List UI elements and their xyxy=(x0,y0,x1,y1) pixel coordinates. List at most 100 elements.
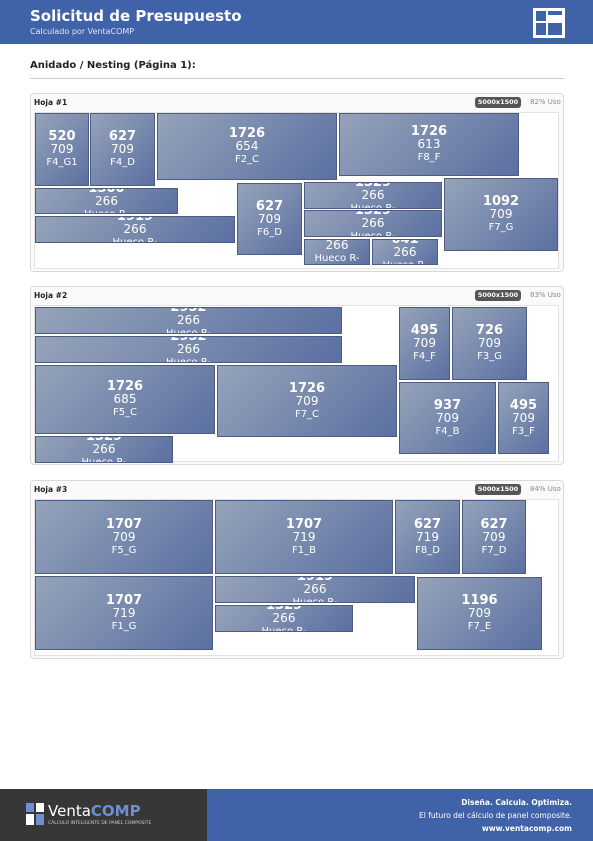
piece-width: 1726 xyxy=(288,380,326,396)
piece: 627 719 F8_D xyxy=(395,500,460,574)
piece-width: 1092 xyxy=(482,194,520,209)
piece-width: 627 xyxy=(255,198,284,214)
piece-name: Hueco R- xyxy=(166,328,211,334)
piece-name: F8_F xyxy=(417,152,441,163)
piece-height: 266 xyxy=(177,313,200,327)
piece-height: 266 xyxy=(361,216,385,230)
piece: 627 709 F7_D xyxy=(462,500,526,574)
piece: 2952 266 Hueco R- xyxy=(35,307,342,334)
piece-width: 627 xyxy=(480,516,508,532)
piece: 1726 613 F8_F xyxy=(339,113,519,176)
piece-height: 709 xyxy=(489,207,513,221)
piece: 1329 266 Hueco R- xyxy=(35,436,173,463)
sheet: Hoja #1 5000x1500 82% Uso 520 709 F4_G1 627 709… xyxy=(30,93,564,272)
piece-name: Hueco R- xyxy=(166,357,211,363)
piece-width: 1726 xyxy=(228,126,266,141)
piece-height: 719 xyxy=(112,605,136,620)
piece-name: F4_G1 xyxy=(46,157,78,168)
piece: 1919 266 Hueco R- xyxy=(35,216,235,243)
piece: 641 266 Hueco R- xyxy=(372,239,438,265)
piece: 495 709 F3_F xyxy=(498,382,549,454)
piece-height: 709 xyxy=(482,529,506,544)
piece-width: 1726 xyxy=(106,379,144,394)
piece-width: 641 xyxy=(391,239,419,247)
piece-width: 520 xyxy=(48,129,76,144)
piece-name: F4_B xyxy=(435,425,460,437)
piece: 520 709 F4_G1 xyxy=(35,113,89,186)
piece-height: 654 xyxy=(235,139,259,153)
footer-logo xyxy=(26,803,44,825)
piece: 2952 266 Hueco R- xyxy=(35,336,342,363)
piece-name: F7_E xyxy=(467,621,492,632)
sheet-label: Hoja #2 xyxy=(34,291,68,300)
piece-name: Hueco R- xyxy=(112,237,158,243)
piece-width: 495 xyxy=(509,397,538,413)
piece-width: 726 xyxy=(475,323,504,338)
footer-right: Diseña. Calcula. Optimiza. El futuro del… xyxy=(207,789,593,841)
piece-name: Hueco R- xyxy=(382,259,428,265)
sheet-label: Hoja #3 xyxy=(34,485,68,494)
piece-height: 266 xyxy=(92,442,116,456)
piece-height: 709 xyxy=(295,393,319,408)
subtitle: Calculado por VentaCOMP xyxy=(30,27,135,36)
size-badge: 5000x1500 xyxy=(475,290,521,301)
piece: 1092 709 F7_G xyxy=(444,178,558,251)
divider xyxy=(30,78,564,79)
piece-width: 1196 xyxy=(461,593,498,608)
piece-width: 1329 xyxy=(354,182,392,190)
piece: 937 709 F4_B xyxy=(399,382,496,454)
piece-height: 709 xyxy=(258,211,281,226)
piece-name: Hueco R- xyxy=(292,597,338,603)
piece-height: 266 xyxy=(325,239,349,252)
piece-name: Hueco R- xyxy=(84,208,129,214)
piece-name: F1_G xyxy=(111,620,137,632)
piece-name: F1_B xyxy=(292,544,316,556)
piece-name: F7_C xyxy=(294,408,320,420)
piece-height: 266 xyxy=(393,244,417,259)
piece-height: 266 xyxy=(123,222,147,236)
sheet: Hoja #2 5000x1500 83% Uso 2952 266 Hueco R- 29… xyxy=(30,286,564,465)
piece-name: F2_C xyxy=(234,154,260,165)
brand: VentaCOMP xyxy=(48,802,141,820)
website: www.ventacomp.com xyxy=(481,824,572,833)
piece-height: 709 xyxy=(512,410,535,425)
piece-name: Hueco R- xyxy=(314,253,360,264)
piece-height: 709 xyxy=(436,410,459,425)
piece-height: 709 xyxy=(413,336,436,350)
piece-height: 709 xyxy=(478,336,501,350)
size-badge: 5000x1500 xyxy=(475,97,521,108)
piece-width: 1726 xyxy=(410,124,448,139)
piece-name: F4_F xyxy=(413,351,436,362)
usage: 83% Uso xyxy=(530,291,561,299)
piece-width: 2952 xyxy=(170,307,207,315)
piece: 1726 709 F7_C xyxy=(217,365,397,437)
piece-name: F7_D xyxy=(481,544,507,556)
piece-height: 719 xyxy=(416,529,439,544)
piece: 627 709 F4_D xyxy=(90,113,155,186)
piece-name: Hueco R- xyxy=(261,626,307,632)
usage: 82% Uso xyxy=(530,98,561,106)
piece-height: 719 xyxy=(292,529,316,544)
piece: 1300 266 Hueco R- xyxy=(35,188,178,214)
title: Solicitud de Presupuesto xyxy=(30,7,242,25)
piece-width: 495 xyxy=(410,323,439,338)
piece-height: 709 xyxy=(112,529,136,544)
piece: 266 Hueco R- xyxy=(304,239,370,265)
piece-width: 627 xyxy=(413,516,442,532)
piece-name: Hueco R- xyxy=(350,231,396,237)
piece-width: 1707 xyxy=(105,592,143,608)
piece-name: F8_D xyxy=(415,544,440,556)
piece-height: 709 xyxy=(468,606,491,620)
piece-height: 709 xyxy=(50,142,74,156)
piece-name: F5_G xyxy=(111,544,137,556)
piece-height: 266 xyxy=(303,582,327,596)
piece-width: 627 xyxy=(108,129,137,144)
piece-name: F3_F xyxy=(512,425,535,437)
piece-name: F6_D xyxy=(257,226,282,238)
piece: 1919 266 Hueco R- xyxy=(215,576,415,603)
logo xyxy=(533,8,565,38)
piece-name: Hueco R- xyxy=(350,203,396,209)
piece-width: 1329 xyxy=(85,436,123,444)
piece-height: 613 xyxy=(417,137,441,151)
sheet-label: Hoja #1 xyxy=(34,98,68,107)
